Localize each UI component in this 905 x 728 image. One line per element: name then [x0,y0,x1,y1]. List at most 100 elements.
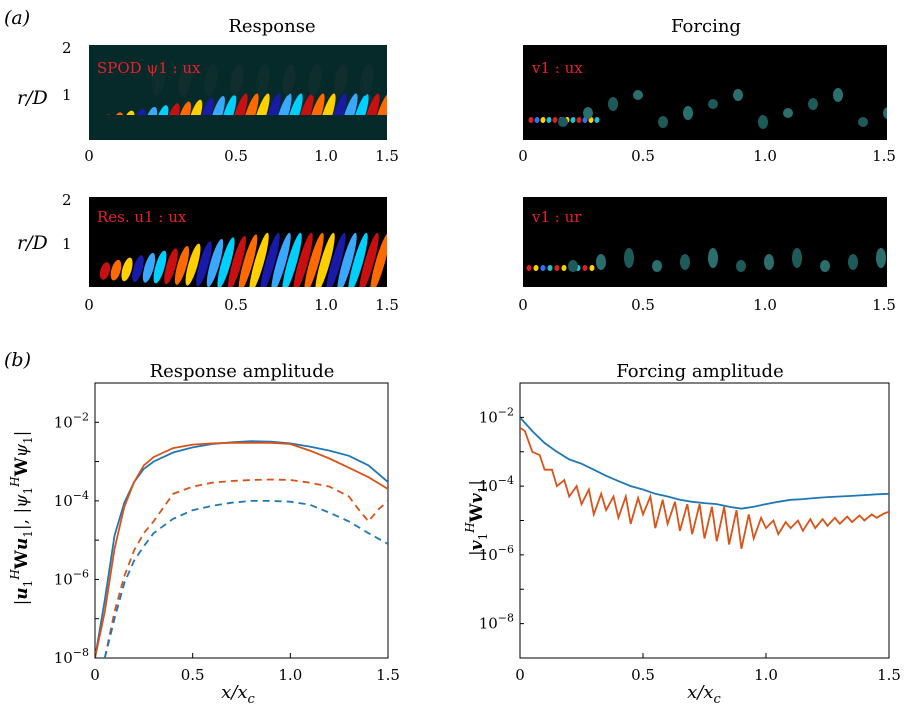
forcing-amplitude-xlabel: x/xc [687,682,721,707]
field-structure [329,93,347,115]
field-structure [318,93,336,115]
spod-annotation: SPOD ψ1 : ux [97,59,201,77]
ytick-label: 10−8 [54,646,89,667]
xtick-label: 0.5 [631,666,655,684]
field-structure [568,260,578,272]
field-structure [293,232,313,287]
field-structure [187,99,203,115]
series-line-0-2 [103,478,388,658]
field-structure [241,93,259,115]
field-structure [282,232,302,287]
ytick-label: 10−6 [54,567,89,588]
field-structure [178,64,192,96]
response-amplitude-title: Response amplitude [150,361,335,382]
field-structure [315,232,335,287]
field-structure [534,117,540,123]
field-structure [652,260,662,272]
ytick-label: 10−2 [479,405,514,426]
field-structure [820,260,830,272]
field-structure [132,255,144,282]
field-structure [808,98,818,110]
field-structure [683,106,693,120]
field-xtick-tr-1: 0.5 [631,147,655,165]
resolvent-annotation: Res. u1 : ux [97,208,187,226]
panel-label-a: (a) [4,7,30,29]
field-structure [307,93,325,115]
field-structure [792,248,802,268]
field-structure [308,64,322,96]
field-structure [783,108,793,118]
field-xtick-tl-1: 0.5 [224,147,248,165]
field-xtick-tl-0: 0 [84,147,94,165]
field-structure [708,99,718,109]
field-structure [533,265,539,271]
field-structure [633,90,643,100]
xtick-label: 1.0 [754,666,778,684]
forcing-amplitude-plot: Forcing amplitude 0 0.5 1.0 1.5 10−8 10−6 10−4… [463,361,901,707]
field-structure [228,235,246,287]
field-xtick-tr-0: 0 [518,147,528,165]
response-amplitude-plot: Response amplitude 0 0.5 1.0 1.5 10−8 10−6 10−… [8,361,400,707]
series-line-1-1 [520,426,889,549]
field-structure [271,232,291,287]
field-structure [764,254,774,270]
field-panel-forcing-ur: v1 : ur [523,197,887,287]
field-structure [596,254,606,270]
field-structure [142,252,156,283]
ytick-label: 10−4 [54,489,89,510]
field-structure [589,265,595,271]
ytick-label: 10−2 [54,410,89,431]
field-structure [526,265,532,271]
response-column-title: Response [228,16,315,37]
forcing-ur-annotation: v1 : ur [531,208,582,226]
field-structure [708,248,718,268]
field-xtick-tl-3: 1.5 [375,147,399,165]
field-structure [370,232,387,287]
series-line-0-1 [95,441,388,658]
field-ylabel-top: r/D [17,87,48,109]
field-structure [360,64,374,96]
panel-label-b: (b) [4,349,31,371]
field-structure [736,260,746,272]
field-structure [576,117,582,123]
xtick-label: 1.5 [376,666,400,684]
field-structure [547,265,553,271]
forcing-ux-annotation: v1 : ux [531,59,583,77]
field-xtick-tl-2: 1.0 [314,147,338,165]
field-structure [230,64,244,96]
field-structure [174,245,190,285]
field-structure [359,232,379,287]
field-structure [876,248,886,268]
field-structure [304,232,324,287]
field-structure [196,241,212,287]
field-xtick-bl-1: 0.5 [224,296,248,314]
forcing-amplitude-title: Forcing amplitude [616,361,783,382]
field-structure [326,232,346,287]
field-structure [362,93,380,115]
field-structure [155,105,169,115]
xtick-label: 1.5 [877,666,901,684]
field-structure [121,257,133,282]
forcing-ux-pattern [528,88,887,129]
field-xtick-br-0: 0 [518,296,528,314]
field-structure [285,93,303,115]
field-structure [583,107,593,119]
field-structure [340,93,358,115]
forcing-amplitude-ylabel: |v1HWv1| [463,480,490,556]
xtick-label: 0.5 [181,666,205,684]
response-amplitude-lines [95,440,388,658]
xtick-label: 0 [90,666,100,684]
response-amplitude-xlabel: x/xc [221,682,255,707]
field-structure [558,117,568,127]
field-ytick-top-1: 1 [62,86,72,104]
field-ytick-bottom-2: 2 [62,191,72,209]
forcing-amplitude-axes: 0 0.5 1.0 1.5 10−8 10−6 10−4 10−2 [479,382,901,684]
forcing-column-title: Forcing [671,16,741,37]
field-structure [164,248,178,285]
field-structure [249,232,269,287]
field-structure [206,238,224,287]
field-xtick-br-3: 1.5 [872,296,896,314]
field-structure [144,106,158,115]
field-structure [833,88,843,102]
field-xtick-br-2: 1.0 [753,296,777,314]
